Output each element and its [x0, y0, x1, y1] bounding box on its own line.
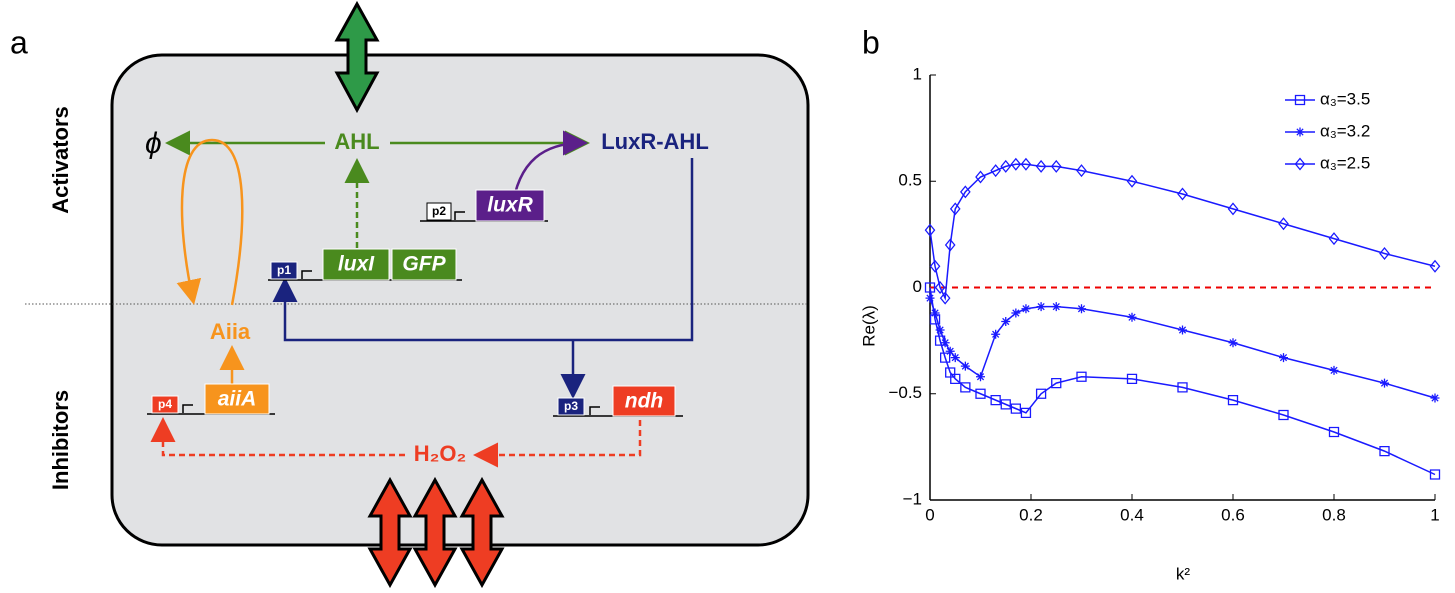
- legend-label: α₃=3.2: [1320, 121, 1370, 140]
- gene-label: ndh: [625, 390, 663, 413]
- point: [1229, 338, 1238, 347]
- panel-a: a Activators Inhibitors ϕ AHL LuxR-AHL A…: [10, 4, 808, 585]
- point: [926, 294, 935, 303]
- figure: a Activators Inhibitors ϕ AHL LuxR-AHL A…: [0, 0, 1455, 588]
- promoter-label: p3: [564, 399, 578, 413]
- x-tick-label: 0: [925, 505, 934, 524]
- x-tick-label: 1: [1430, 505, 1439, 524]
- point: [1178, 326, 1187, 335]
- gene-label: luxR: [487, 194, 533, 217]
- legend-label: α₃=2.5: [1320, 153, 1370, 172]
- y-axis-label: Re(λ): [859, 305, 878, 347]
- page: {"panel_a": {"label": "a", "side_labels"…: [0, 0, 1455, 588]
- ahl-label: AHL: [334, 129, 379, 154]
- point: [1330, 366, 1339, 375]
- panel-label: a: [10, 24, 28, 60]
- legend-label: α₃=3.5: [1320, 89, 1370, 108]
- promoter-label: p1: [277, 263, 291, 277]
- y-tick-label: 0.5: [898, 171, 922, 190]
- point: [1296, 128, 1305, 137]
- complex-label: LuxR-AHL: [601, 129, 709, 154]
- point: [1128, 313, 1137, 322]
- x-tick-label: 0.6: [1221, 505, 1245, 524]
- gene-label: luxI: [338, 253, 375, 276]
- series-line: [930, 164, 1435, 298]
- gene-label: GFP: [402, 253, 446, 276]
- promoter-label: p2: [432, 204, 446, 218]
- promoter-label: p4: [158, 397, 172, 411]
- point: [1279, 353, 1288, 362]
- x-tick-label: 0.8: [1322, 505, 1346, 524]
- gene-label: aiiA: [218, 388, 257, 411]
- y-tick-label: 0: [913, 277, 922, 296]
- point: [1431, 394, 1440, 403]
- point: [1052, 302, 1061, 311]
- x-tick-label: 0.2: [1019, 505, 1043, 524]
- series-line: [930, 288, 1435, 475]
- x-tick-label: 0.4: [1120, 505, 1144, 524]
- side-label: Inhibitors: [48, 390, 73, 490]
- panel-label: b: [862, 24, 880, 60]
- point: [976, 372, 985, 381]
- point: [1380, 379, 1389, 388]
- point: [1021, 304, 1030, 313]
- y-tick-label: −1: [903, 489, 922, 508]
- y-tick-label: 1: [913, 64, 922, 83]
- panel-b: b k² Re(λ) −1 −0.5 0 0.5 1 0 0.2 0.4 0.6 0.8 1 α₃=3…: [859, 24, 1439, 583]
- x-axis-label: k²: [1176, 564, 1191, 583]
- point: [931, 309, 940, 318]
- point: [941, 338, 950, 347]
- aiia-label: Aiia: [210, 319, 251, 344]
- diffusion-arrows: [370, 480, 502, 585]
- point: [1077, 304, 1086, 313]
- point: [1037, 302, 1046, 311]
- h2o2-label: H₂O₂: [414, 441, 467, 466]
- side-label: Activators: [48, 106, 73, 214]
- y-tick-label: −0.5: [888, 383, 922, 402]
- degraded-label: ϕ: [145, 127, 162, 160]
